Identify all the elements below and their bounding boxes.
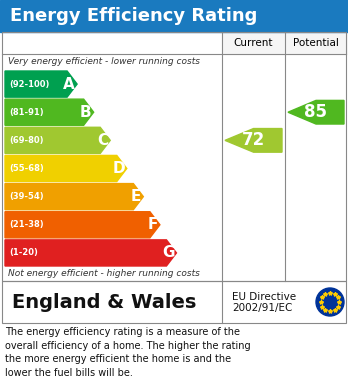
Text: EU Directive: EU Directive [232, 292, 296, 302]
Polygon shape [5, 212, 160, 238]
Bar [2, 281, 346, 323]
Bar [0, 0, 348, 32]
Polygon shape [288, 100, 344, 124]
Circle shape [316, 288, 344, 316]
Text: D: D [112, 161, 125, 176]
Polygon shape [5, 127, 110, 153]
Text: (1-20): (1-20) [9, 248, 38, 257]
Text: 72: 72 [242, 131, 265, 149]
Text: (69-80): (69-80) [9, 136, 44, 145]
Text: Potential: Potential [293, 38, 339, 48]
Polygon shape [5, 183, 143, 210]
Text: (81-91): (81-91) [9, 108, 44, 117]
Text: C: C [97, 133, 108, 148]
Polygon shape [5, 240, 176, 266]
Text: Energy Efficiency Rating: Energy Efficiency Rating [10, 7, 258, 25]
Text: (55-68): (55-68) [9, 164, 44, 173]
Text: B: B [80, 105, 92, 120]
Text: 85: 85 [304, 103, 327, 121]
Text: F: F [148, 217, 158, 232]
Polygon shape [5, 71, 77, 97]
Bar [2, 32, 346, 281]
Text: England & Wales: England & Wales [12, 292, 196, 312]
Text: Not energy efficient - higher running costs: Not energy efficient - higher running co… [8, 269, 200, 278]
Text: (21-38): (21-38) [9, 220, 44, 229]
Text: G: G [162, 246, 174, 260]
Text: (39-54): (39-54) [9, 192, 44, 201]
Text: 2002/91/EC: 2002/91/EC [232, 303, 292, 313]
Polygon shape [5, 99, 94, 125]
Polygon shape [225, 129, 282, 152]
Bar [222, 32, 348, 54]
Text: (92-100): (92-100) [9, 80, 49, 89]
Text: Current: Current [234, 38, 273, 48]
Text: Very energy efficient - lower running costs: Very energy efficient - lower running co… [8, 57, 200, 66]
Text: A: A [63, 77, 75, 91]
Text: The energy efficiency rating is a measure of the
overall efficiency of a home. T: The energy efficiency rating is a measur… [5, 327, 251, 378]
Text: E: E [131, 189, 141, 204]
Polygon shape [5, 156, 127, 181]
